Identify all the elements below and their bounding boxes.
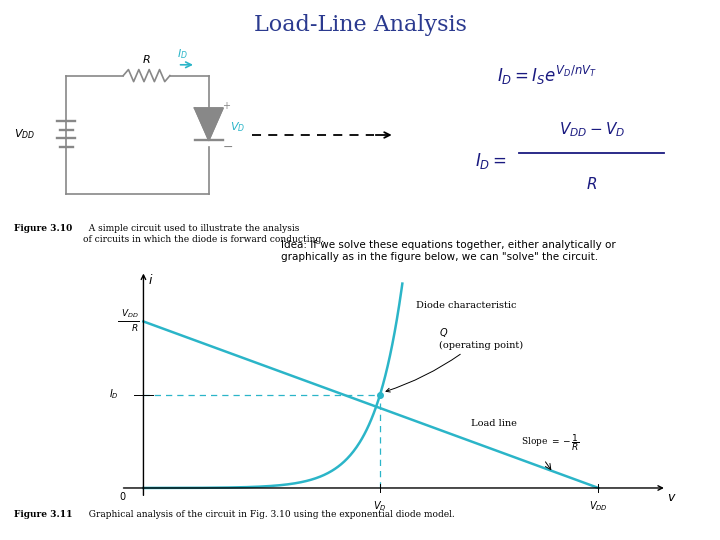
Polygon shape (194, 108, 223, 140)
Text: Idea: If we solve these equations together, either analytically or
graphically a: Idea: If we solve these equations togeth… (281, 240, 616, 262)
Text: $V_{DD}$: $V_{DD}$ (589, 499, 608, 513)
Text: $R$: $R$ (586, 176, 598, 192)
Text: $I_D$: $I_D$ (177, 47, 189, 61)
Text: $-$: $-$ (222, 140, 233, 153)
Text: A simple circuit used to illustrate the analysis
of circuits in which the diode : A simple circuit used to illustrate the … (83, 224, 324, 244)
Text: $V_{DD}$: $V_{DD}$ (121, 308, 139, 320)
Text: $I_D$: $I_D$ (109, 388, 118, 401)
Text: $V_{DD} - V_D$: $V_{DD} - V_D$ (559, 120, 625, 139)
Text: $I_D = I_S e^{V_D/nV_T}$: $I_D = I_S e^{V_D/nV_T}$ (497, 64, 596, 87)
Text: Graphical analysis of the circuit in Fig. 3.10 using the exponential diode model: Graphical analysis of the circuit in Fig… (83, 510, 454, 519)
Text: $R$: $R$ (143, 53, 151, 65)
Text: Load-Line Analysis: Load-Line Analysis (253, 14, 467, 36)
Text: $V_D$: $V_D$ (230, 120, 245, 134)
Text: $0$: $0$ (120, 490, 127, 502)
Text: $R$: $R$ (132, 322, 139, 334)
Text: Slope $= -\dfrac{1}{R}$: Slope $= -\dfrac{1}{R}$ (521, 433, 580, 454)
Text: $v$: $v$ (667, 491, 676, 504)
Text: Diode characteristic: Diode characteristic (416, 301, 517, 310)
Text: $+$: $+$ (222, 100, 231, 111)
Text: $Q$
(operating point): $Q$ (operating point) (386, 326, 523, 392)
Text: $V_{DD}$: $V_{DD}$ (14, 127, 35, 141)
Text: Figure 3.11: Figure 3.11 (14, 510, 73, 519)
Text: Load line: Load line (471, 418, 517, 428)
Text: Figure 3.10: Figure 3.10 (14, 224, 73, 233)
Text: $i$: $i$ (148, 273, 153, 287)
Text: $V_D$: $V_D$ (373, 499, 387, 513)
Text: $I_D = $: $I_D = $ (475, 151, 507, 171)
